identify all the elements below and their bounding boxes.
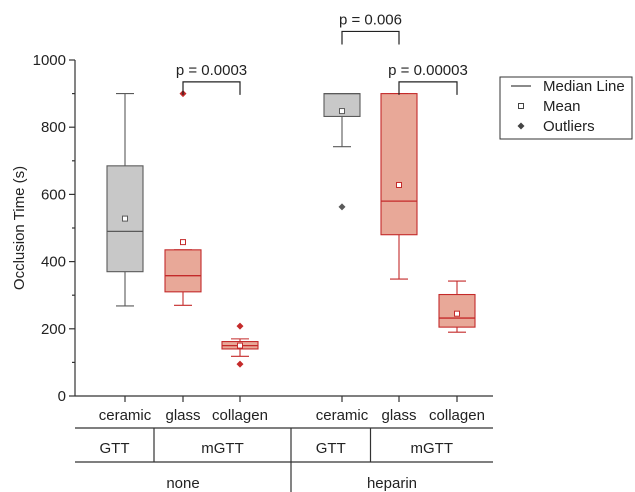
y-tick-label: 400 [41, 254, 66, 271]
mean-marker [454, 310, 460, 317]
box-group-glass [380, 93, 418, 280]
box-group-ceramic [323, 92, 361, 211]
x-category-label: ceramic [316, 407, 369, 424]
legend-outlier-swatch [517, 122, 525, 130]
subgroup-label: mGTT [201, 440, 244, 457]
mean-marker [180, 239, 186, 246]
legend-label: Mean [543, 98, 581, 115]
mean-marker [237, 342, 243, 349]
x-category-label: collagen [212, 407, 268, 424]
subgroup-label: GTT [100, 440, 130, 457]
treatment-group-label: heparin [367, 475, 417, 492]
iqr-box [164, 249, 202, 293]
y-tick-label: 1000 [33, 52, 66, 69]
mean-marker [122, 215, 128, 222]
significance-bracket [182, 81, 241, 95]
legend-label: Median Line [543, 78, 625, 95]
y-axis-label: Occlusion Time (s) [11, 166, 28, 290]
box-series [106, 90, 476, 368]
axes: 0 200 400 600 800 1000 Occlusion Time (s) [11, 52, 493, 405]
mean-marker [339, 108, 345, 115]
box-group-collagen [438, 280, 476, 333]
x-category-label: glass [165, 407, 200, 424]
y-tick-label: 200 [41, 321, 66, 338]
y-tick-label: 800 [41, 119, 66, 136]
legend: Median Line Mean Outliers [499, 76, 633, 140]
significance-bracket [341, 30, 400, 45]
outlier-marker [236, 322, 244, 330]
box-group-collagen [221, 322, 259, 368]
category-axis-groups: ceramic glass collagen ceramic glass collagen… [75, 407, 493, 492]
x-category-label: glass [381, 407, 416, 424]
p-value-label: p = 0.0003 [176, 62, 247, 79]
outlier-marker [236, 360, 244, 368]
subgroup-label: GTT [316, 440, 346, 457]
treatment-group-label: none [166, 475, 199, 492]
x-category-label: collagen [429, 407, 485, 424]
p-value-label: p = 0.00003 [388, 62, 468, 79]
mean-marker [396, 181, 402, 188]
p-value-label: p = 0.006 [339, 11, 402, 28]
iqr-box [380, 93, 418, 236]
legend-mean-swatch [518, 103, 524, 109]
x-category-label: ceramic [99, 407, 152, 424]
significance-annotations: p = 0.0003 p = 0.006 p = 0.00003 [176, 11, 468, 95]
box-group-ceramic [106, 93, 144, 307]
y-tick-label: 0 [58, 388, 66, 405]
legend-label: Outliers [543, 118, 595, 135]
outlier-marker [338, 203, 346, 211]
significance-bracket [398, 81, 458, 95]
legend-box [499, 76, 633, 140]
box-group-glass [164, 90, 202, 306]
subgroup-label: mGTT [411, 440, 454, 457]
y-tick-label: 600 [41, 186, 66, 203]
